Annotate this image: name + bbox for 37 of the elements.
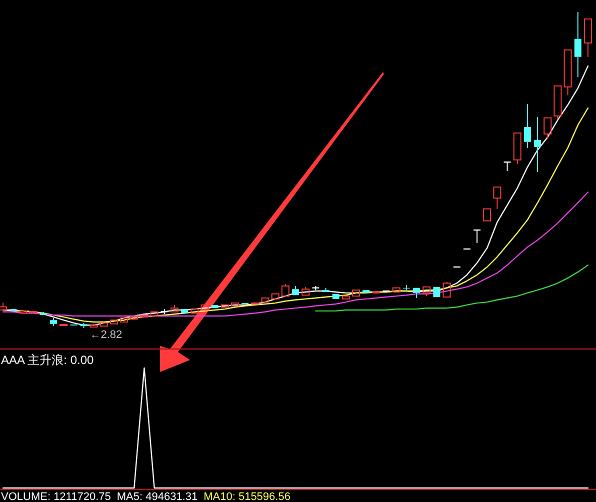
candlestick <box>130 316 138 320</box>
candlestick <box>574 12 582 78</box>
candlestick <box>190 308 199 314</box>
text: VOLUME: 1211720.75 <box>1 491 111 502</box>
candlestick <box>524 103 531 148</box>
candlestick <box>332 294 340 299</box>
candlestick <box>584 18 592 58</box>
candlestick <box>483 208 492 222</box>
candlestick <box>150 311 158 316</box>
candlestick <box>140 314 148 318</box>
candlestick <box>342 296 350 300</box>
candlestick <box>200 304 209 310</box>
candlestick <box>19 310 28 314</box>
text: ←2.82 <box>90 329 122 342</box>
candlestick <box>220 304 229 308</box>
candlestick <box>413 288 420 298</box>
candlestick <box>392 287 400 292</box>
candlestick <box>110 320 118 324</box>
candlestick <box>352 290 360 297</box>
candlestick <box>120 317 128 322</box>
text: MA5: 494631.31 <box>116 491 198 502</box>
candlestick <box>261 297 270 303</box>
chart-title: AAA 主升浪: 0.00 <box>1 353 94 367</box>
candlestick <box>292 285 299 296</box>
candlestick <box>534 116 542 172</box>
candlestick <box>0 302 8 310</box>
candlestick <box>362 290 370 293</box>
candlestick <box>271 293 280 300</box>
candlestick <box>100 322 108 327</box>
candlestick <box>181 309 188 314</box>
candlestick <box>230 302 239 306</box>
text: MA10: 515596.56 <box>204 491 290 502</box>
candlestick <box>544 117 552 140</box>
candlestick <box>433 286 440 298</box>
candlestick <box>211 304 218 308</box>
candlestick <box>493 186 502 210</box>
candlestick <box>564 49 572 96</box>
